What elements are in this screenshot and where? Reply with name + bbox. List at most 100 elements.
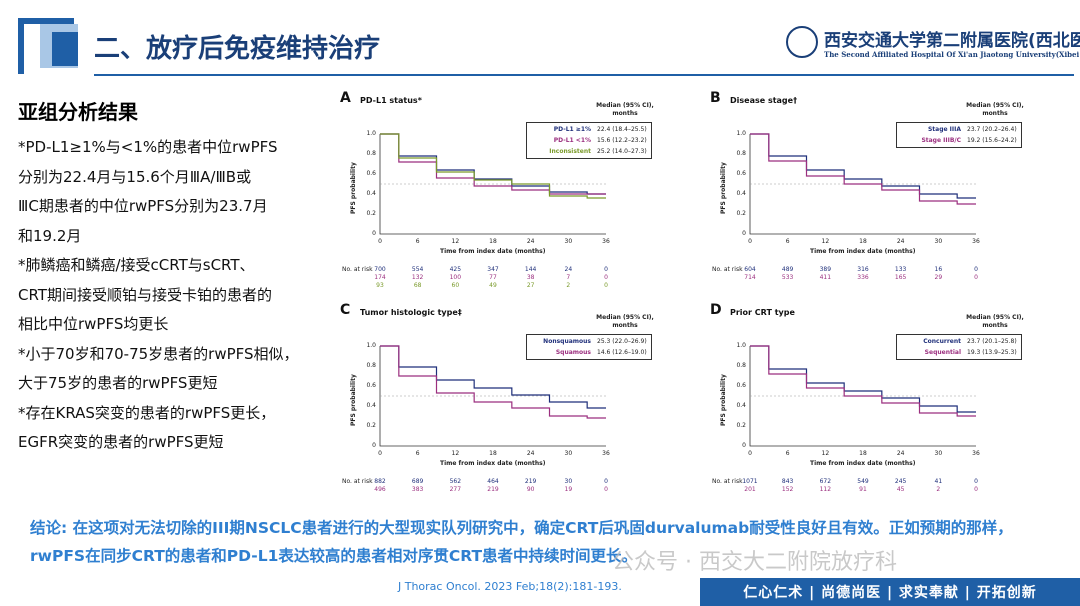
legend-median-value: 23.7 (20.2–26.4) — [967, 126, 1017, 133]
risk-table-label: No. at risk — [712, 266, 743, 273]
y-tick-label: 0.8 — [366, 362, 376, 369]
panel-letter: A — [340, 90, 351, 106]
km-curve — [750, 345, 976, 417]
panel-letter: C — [340, 302, 351, 318]
legend-series-name: Inconsistent — [549, 148, 591, 155]
km-panel-a: A PD-L1 status* Median (95% CI), months PD-… — [340, 90, 700, 290]
km-curve — [380, 345, 606, 419]
legend-entry: PD-L1 ≥1% 22.4 (18.4–25.5) — [531, 124, 647, 135]
watermark: 公众号 · 西交大二附院放疗科 — [612, 550, 897, 575]
risk-count: 132 — [411, 274, 424, 281]
risk-count: 843 — [781, 478, 794, 485]
risk-count: 219 — [524, 478, 537, 485]
x-tick-label: 18 — [859, 238, 867, 245]
risk-count: 0 — [604, 486, 608, 493]
subgroup-heading: 亚组分析结果 — [18, 100, 138, 124]
y-tick-label: 0 — [742, 442, 746, 449]
risk-count: 425 — [449, 266, 462, 273]
legend-series-name: PD-L1 <1% — [553, 137, 591, 144]
legend-entry: Squamous 14.6 (12.6–19.0) — [531, 347, 647, 358]
panel-letter: B — [710, 90, 721, 106]
page-title: 二、放疗后免疫维持治疗 — [94, 34, 381, 64]
x-axis-label: Time from index date (months) — [440, 248, 546, 255]
x-tick-label: 30 — [934, 238, 943, 245]
body-line: ⅢC期患者的中位rwPFS分别为23.7月 — [18, 197, 268, 215]
x-tick-label: 0 — [378, 238, 382, 245]
axis-lines — [379, 346, 606, 447]
legend-series-name: PD-L1 ≥1% — [553, 126, 591, 133]
risk-count: 0 — [604, 274, 608, 281]
risk-count: 0 — [974, 266, 978, 273]
x-tick-label: 6 — [785, 450, 790, 457]
citation: J Thorac Oncol. 2023 Feb;18(2):181-193. — [398, 580, 622, 593]
risk-count: 68 — [413, 282, 422, 289]
body-line: *小于70岁和70-75岁患者的rwPFS相似， — [18, 344, 299, 363]
x-axis-label: Time from index date (months) — [810, 248, 916, 255]
risk-count: 219 — [487, 486, 499, 493]
risk-count: 0 — [974, 478, 978, 485]
legend-entry: Stage IIIA 23.7 (20.2–26.4) — [901, 124, 1017, 135]
y-tick-label: 0 — [372, 442, 376, 449]
risk-count: 29 — [934, 274, 943, 281]
y-tick-label: 0.8 — [736, 362, 746, 369]
risk-count: 489 — [781, 266, 794, 273]
risk-count: 93 — [376, 282, 384, 289]
risk-count: 672 — [819, 478, 832, 485]
legend-entry: Concurrent 23.7 (20.1–25.8) — [901, 336, 1016, 347]
body-line: CRT期间接受顺铂与接受卡铂的患者的 — [18, 285, 272, 304]
y-tick-label: 1.0 — [736, 130, 746, 137]
x-tick-label: 0 — [748, 450, 752, 457]
hospital-seal-icon — [786, 26, 818, 58]
y-tick-label: 1.0 — [736, 342, 746, 349]
risk-count: 152 — [781, 486, 794, 493]
risk-count: 77 — [489, 274, 497, 281]
legend: Nonsquamous 25.3 (22.0–26.9) Squamous 14.6 … — [526, 334, 652, 360]
risk-count: 1071 — [742, 478, 758, 485]
x-axis-label: Time from index date (months) — [440, 460, 546, 467]
risk-count: 549 — [857, 478, 869, 485]
risk-count: 201 — [744, 486, 756, 493]
y-tick-label: 0 — [372, 230, 376, 237]
median-header: Median (95% CI), months — [596, 102, 654, 117]
risk-count: 165 — [894, 274, 907, 281]
risk-count: 90 — [526, 486, 535, 493]
risk-count: 112 — [819, 486, 832, 493]
risk-count: 882 — [374, 478, 386, 485]
legend-entry: Sequential 19.3 (13.9–25.3) — [901, 347, 1017, 358]
axis-lines — [749, 134, 976, 235]
risk-count: 316 — [857, 266, 869, 273]
body-line: 大于75岁的患者的rwPFS更短 — [18, 374, 218, 392]
legend-entry: PD-L1 <1% 15.6 (12.2–23.2) — [531, 135, 647, 146]
panel-title: PD-L1 status* — [360, 96, 422, 105]
risk-count: 533 — [781, 274, 794, 281]
risk-count: 49 — [489, 282, 497, 289]
legend-series-name: Stage IIIB/C — [921, 137, 961, 144]
y-tick-label: 1.0 — [366, 130, 376, 137]
risk-count: 714 — [744, 274, 756, 281]
risk-count: 41 — [934, 478, 943, 485]
x-tick-label: 24 — [896, 238, 905, 245]
risk-count: 2 — [936, 486, 941, 493]
legend-series-name: Concurrent — [923, 338, 961, 345]
risk-count: 2 — [566, 282, 571, 289]
y-tick-label: 0.2 — [736, 210, 746, 217]
legend-series-name: Sequential — [924, 349, 961, 356]
body-line: *PD-L1≥1%与<1%的患者中位rwPFS — [18, 138, 278, 156]
km-panel-b: B Disease stage† Median (95% CI), months St… — [710, 90, 1070, 290]
risk-count: 45 — [896, 486, 905, 493]
risk-count: 0 — [604, 266, 608, 273]
median-header: Median (95% CI), months — [596, 314, 654, 329]
median-header: Median (95% CI), months — [966, 102, 1024, 117]
axis-lines — [379, 134, 606, 235]
km-curve — [750, 133, 976, 205]
risk-count: 554 — [411, 266, 424, 273]
corner-decoration — [18, 18, 74, 74]
legend-series-name: Stage IIIA — [927, 126, 961, 133]
subgroup-body: *PD-L1≥1%与<1%的患者中位rwPFS 分别为22.4月与15.6个月Ⅲ… — [18, 133, 338, 458]
risk-count: 464 — [487, 478, 499, 485]
y-tick-label: 0.2 — [366, 210, 376, 217]
risk-table-label: No. at risk — [342, 478, 373, 485]
panel-title: Prior CRT type — [730, 308, 795, 317]
risk-count: 19 — [564, 486, 573, 493]
x-tick-label: 30 — [564, 450, 573, 457]
